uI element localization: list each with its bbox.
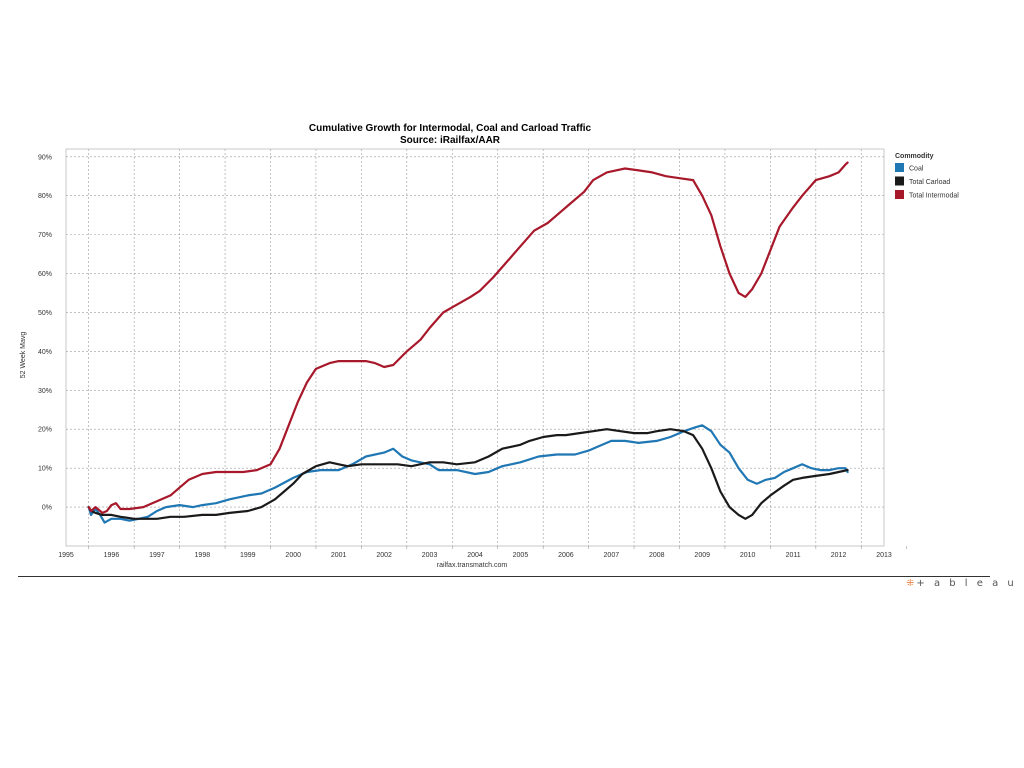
series-lines [87,161,849,524]
x-tick-label: 2004 [467,552,483,559]
x-tick-label: 2011 [786,552,801,559]
x-tick-label: 2013 [876,552,892,559]
series-line-total-intermodal [87,161,849,514]
x-axis-label: railfax.transmatch.com [437,562,508,569]
chart-subtitle: Source: iRailfax/AAR [400,135,501,146]
x-tick-label: 2010 [740,552,756,559]
y-tick-label: 70% [38,232,52,239]
y-tick-label: 0% [42,505,52,512]
grid [66,149,884,546]
x-axis-ticks: 1995 1996 1997 1998 1999 2000 2001 2002 2003 2004… [58,546,908,559]
legend-items: Coal Total Carload Total Intermodal [895,163,959,200]
y-axis-label: 52 Week Mavg [20,332,27,379]
tableau-mark-icon: ⁜ [906,578,915,589]
x-tick-label: 2006 [558,552,574,559]
y-tick-label: 90% [38,154,52,161]
y-axis-ticks: 90% 80% 70% 60% 50% 40% 30% 20% 10% 0% [38,154,52,511]
tableau-logo[interactable]: ⁜ + a b l e a u [906,578,1017,589]
legend-label: Total Intermodal [909,193,959,200]
x-tick-label: 1997 [149,552,165,559]
x-tick-label: 2008 [649,552,665,559]
legend-title: Commodity [895,153,934,160]
y-tick-label: 10% [38,466,52,473]
x-tick-label: 2005 [513,552,529,559]
series-line-total-carload [87,428,849,520]
x-tick-label: 1995 [58,552,74,559]
series-line-coal [87,424,849,524]
y-tick-label: 60% [38,271,52,278]
legend-swatch [895,190,904,199]
x-tick-label: 1998 [195,552,211,559]
legend-swatch [895,163,904,172]
legend-label: Total Carload [909,179,950,186]
x-tick-label: 2003 [422,552,438,559]
x-tick-label: 2001 [331,552,347,559]
y-tick-label: 20% [38,427,52,434]
footer-divider [18,576,990,577]
y-tick-label: 80% [38,193,52,200]
legend: Commodity Coal Total Carload Total Intermo… [895,153,959,200]
y-tick-label: 50% [38,310,52,317]
x-tick-label: 1996 [104,552,120,559]
plot-frame [65,148,885,547]
legend-label: Coal [909,166,924,173]
x-tick-label: 2007 [604,552,620,559]
x-tick-label: 1999 [240,552,256,559]
y-tick-label: 40% [38,349,52,356]
legend-swatch [895,176,904,186]
chart-title: Cumulative Growth for Intermodal, Coal a… [309,123,592,134]
x-tick-label: 2009 [694,552,710,559]
y-tick-label: 30% [38,388,52,395]
x-tick-label: 2002 [376,552,392,559]
x-tick-label: 2000 [285,552,301,559]
tableau-wordmark: + a b l e a u [916,578,1017,589]
x-tick-label: 2012 [831,552,847,559]
